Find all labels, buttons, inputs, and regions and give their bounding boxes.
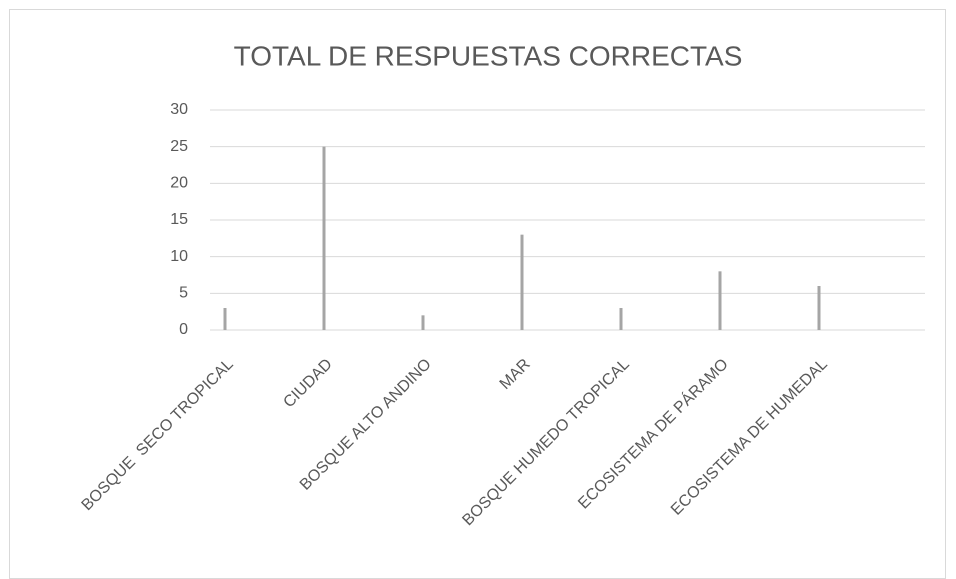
y-tick-label: 15 bbox=[170, 211, 188, 228]
y-tick-label: 0 bbox=[179, 321, 188, 338]
y-tick-label: 25 bbox=[170, 138, 188, 155]
bar bbox=[619, 308, 623, 330]
bar bbox=[520, 234, 524, 330]
bar bbox=[421, 315, 425, 330]
y-tick-label: 20 bbox=[170, 175, 188, 192]
y-tick-label: 30 bbox=[170, 101, 188, 118]
chart-border bbox=[9, 9, 946, 579]
bar bbox=[223, 308, 227, 330]
chart-title: TOTAL DE RESPUESTAS CORRECTAS bbox=[234, 40, 743, 71]
y-tick-label: 10 bbox=[170, 248, 188, 265]
bar bbox=[718, 271, 722, 330]
y-tick-label: 5 bbox=[179, 285, 188, 302]
bar bbox=[322, 146, 326, 330]
bar bbox=[817, 286, 821, 330]
